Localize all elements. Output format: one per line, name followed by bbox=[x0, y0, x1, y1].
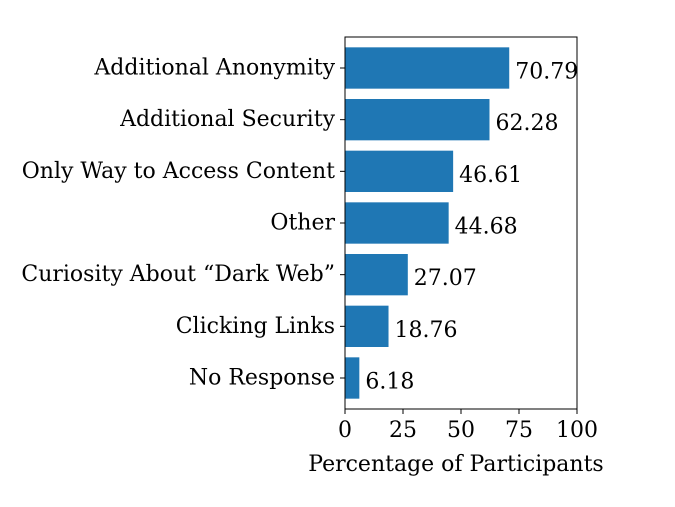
value-label: 6.18 bbox=[365, 370, 414, 395]
x-tick-label: 25 bbox=[389, 418, 417, 443]
bar bbox=[345, 305, 389, 347]
bar bbox=[345, 357, 360, 399]
category-label: Additional Security bbox=[119, 107, 336, 132]
category-label: Clicking Links bbox=[176, 314, 335, 339]
value-label: 27.07 bbox=[414, 266, 477, 291]
category-label: Curiosity About “Dark Web” bbox=[21, 262, 335, 287]
bar bbox=[345, 47, 510, 89]
plot-frame bbox=[344, 36, 578, 410]
bar bbox=[345, 254, 408, 296]
x-tick-label: 50 bbox=[447, 418, 475, 443]
value-label: 62.28 bbox=[495, 111, 558, 136]
x-axis-title: Percentage of Participants bbox=[308, 452, 603, 477]
value-label: 46.61 bbox=[459, 163, 522, 188]
category-label: Only Way to Access Content bbox=[22, 159, 335, 184]
bar bbox=[345, 99, 490, 141]
value-labels: 70.79 62.28 46.61 44.68 27.07 18.76 6.18 bbox=[365, 60, 578, 395]
x-tick-label: 75 bbox=[505, 418, 533, 443]
category-label: Other bbox=[270, 211, 335, 236]
x-tick-label: 0 bbox=[338, 418, 352, 443]
bar bbox=[345, 202, 449, 244]
bars-group bbox=[340, 47, 510, 399]
value-label: 18.76 bbox=[395, 318, 458, 343]
value-label: 70.79 bbox=[515, 60, 578, 85]
category-label: Additional Anonymity bbox=[93, 56, 335, 81]
x-tick-label: 100 bbox=[556, 418, 598, 443]
x-axis-ticks: 0 25 50 75 100 bbox=[338, 409, 598, 443]
category-label: No Response bbox=[189, 366, 335, 391]
bar bbox=[345, 150, 454, 192]
value-label: 44.68 bbox=[455, 215, 518, 240]
category-labels: Additional Anonymity Additional Security O… bbox=[21, 56, 335, 391]
